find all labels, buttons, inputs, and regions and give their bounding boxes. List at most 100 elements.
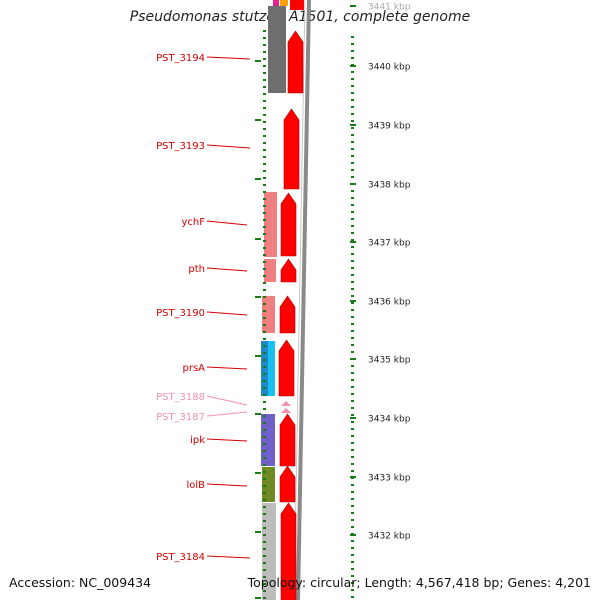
cog-block	[268, 6, 286, 93]
tick-dot	[351, 561, 354, 563]
tick-dot	[351, 386, 354, 388]
tick-dot	[351, 78, 354, 80]
tick-dot	[351, 421, 354, 423]
tick-dot	[351, 519, 354, 521]
scale-ticks	[255, 30, 354, 599]
tick-dot	[263, 205, 266, 207]
scale-major-tick	[350, 358, 356, 360]
scale-label: 3439 kbp	[368, 122, 411, 132]
cds-arrow	[280, 192, 297, 257]
tick-dot	[351, 92, 354, 94]
tick-dot	[263, 177, 266, 179]
cds-arrow	[280, 258, 297, 283]
tick-dot	[351, 253, 354, 255]
tick-dot	[351, 449, 354, 451]
tick-dot	[351, 596, 354, 598]
tick-dot	[263, 562, 266, 564]
gene-label: PST_3187	[156, 412, 205, 423]
tick-dot	[263, 184, 266, 186]
tick-dot	[351, 99, 354, 101]
tick-dot	[351, 260, 354, 262]
tick-dot	[351, 323, 354, 325]
tick-dot	[351, 400, 354, 402]
tick-dot	[263, 51, 266, 53]
major-tick	[255, 413, 261, 415]
major-tick	[255, 531, 261, 533]
scale-major-tick	[350, 124, 356, 126]
tick-dot	[263, 583, 266, 585]
tick-dot	[263, 485, 266, 487]
tick-dot	[263, 457, 266, 459]
scale-major-tick	[350, 241, 356, 243]
tick-dot	[351, 442, 354, 444]
leader-line	[206, 483, 248, 487]
tick-dot	[263, 240, 266, 242]
tick-dot	[263, 191, 266, 193]
tick-dot	[263, 310, 266, 312]
leader-line	[206, 220, 248, 226]
leader-line	[206, 144, 251, 149]
tick-dot	[351, 127, 354, 129]
tick-dot	[351, 344, 354, 346]
tick-dot	[263, 324, 266, 326]
tick-dot	[351, 372, 354, 374]
tick-dot	[263, 275, 266, 277]
tick-dot	[263, 128, 266, 130]
gene-label: PST_3193	[156, 141, 205, 152]
tick-dot	[351, 463, 354, 465]
tick-dot	[263, 37, 266, 39]
tick-dot	[351, 295, 354, 297]
cds-arrows	[278, 0, 304, 600]
tick-dot	[263, 121, 266, 123]
leader-line	[206, 555, 251, 559]
tick-dot	[263, 352, 266, 354]
tick-dot	[351, 435, 354, 437]
tick-dot	[263, 541, 266, 543]
cds-arrow	[283, 108, 300, 190]
tick-dot	[263, 93, 266, 95]
tick-dot	[263, 366, 266, 368]
cog-block	[261, 414, 275, 466]
tick-dot	[263, 569, 266, 571]
tick-dot	[351, 456, 354, 458]
tick-dot	[263, 401, 266, 403]
tick-dot	[351, 337, 354, 339]
leader-line	[206, 411, 248, 417]
cds-arrow	[279, 295, 296, 334]
tick-dot	[263, 443, 266, 445]
gene-label: lolB	[186, 480, 205, 491]
tick-dot	[351, 274, 354, 276]
scale-label: 3433 kbp	[368, 474, 411, 484]
leader-line	[206, 395, 248, 406]
tick-dot	[263, 163, 266, 165]
major-tick	[255, 355, 261, 357]
tick-dot	[351, 288, 354, 290]
scale-label: 3434 kbp	[368, 415, 411, 425]
tick-dot	[263, 520, 266, 522]
tick-dot	[351, 470, 354, 472]
tick-dot	[351, 141, 354, 143]
cog-block	[268, 341, 275, 396]
tick-dot	[351, 575, 354, 577]
tick-dot	[263, 100, 266, 102]
tick-dot	[263, 464, 266, 466]
tick-dot	[263, 58, 266, 60]
tick-dot	[351, 162, 354, 164]
tick-dot	[351, 218, 354, 220]
scale-label: 3437 kbp	[368, 239, 411, 249]
tick-dot	[351, 204, 354, 206]
leader-line	[206, 311, 248, 316]
tick-dot	[263, 331, 266, 333]
tick-dot	[263, 527, 266, 529]
gene-label: PST_3184	[156, 552, 205, 563]
small-feature	[281, 401, 291, 406]
tick-dot	[351, 365, 354, 367]
tick-dot	[351, 267, 354, 269]
cog-block	[264, 192, 277, 257]
tick-dot	[263, 268, 266, 270]
tick-dot	[263, 450, 266, 452]
leader-line	[206, 56, 251, 60]
backbone-line	[296, 0, 311, 600]
leader-line	[206, 438, 248, 442]
tick-dot	[263, 345, 266, 347]
